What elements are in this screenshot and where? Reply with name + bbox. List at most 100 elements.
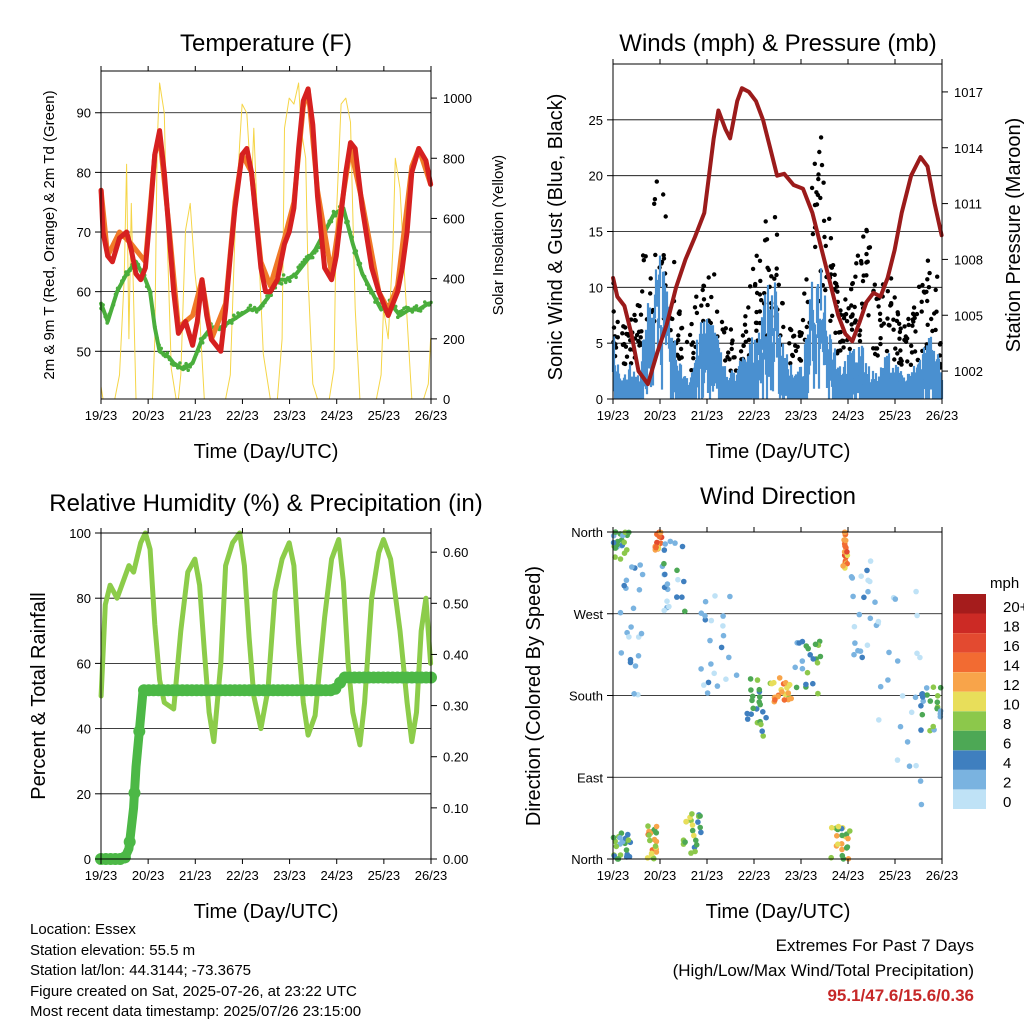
direction-point (701, 682, 707, 688)
dewpoint-point (254, 310, 259, 314)
gust-point (872, 282, 877, 287)
dewpoint-point (182, 364, 186, 369)
gust-point (741, 343, 746, 348)
direction-point (937, 684, 944, 691)
gust-point (892, 357, 897, 362)
legend-swatch (953, 652, 986, 673)
direction-point (674, 594, 680, 600)
direction-point (756, 686, 763, 693)
gust-point (694, 310, 700, 316)
direction-point (750, 705, 756, 712)
gust-point (898, 356, 903, 362)
gust-point (857, 338, 863, 344)
gust-point (823, 243, 828, 249)
temperature-x-ticks: 19/23 20/23 21/23 22/23 23/23 24/23 25/23 26/23 (85, 66, 447, 423)
direction-point (630, 605, 637, 612)
direction-point (918, 703, 924, 709)
direction-point (914, 650, 920, 657)
direction-point (864, 567, 870, 574)
direction-point (639, 571, 646, 578)
direction-point (629, 564, 635, 570)
humidity-ylabel-left: Percent & Total Rainfall (28, 592, 50, 800)
gust-point (750, 266, 756, 272)
direction-point (792, 664, 798, 671)
direction-point (812, 641, 819, 648)
direction-point (927, 698, 934, 704)
x-tick-label: 21/23 (179, 868, 212, 883)
winds-ylabel-left: Sonic Wind & Gust (Blue, Black) (545, 94, 567, 381)
dewpoint-point (109, 307, 114, 312)
gust-point (623, 344, 629, 349)
gust-point (895, 310, 900, 315)
direction-point (842, 537, 849, 544)
gust-point (894, 318, 900, 324)
dewpoint-point (354, 249, 359, 253)
gust-point (838, 308, 843, 313)
direction-point (648, 851, 655, 858)
x-tick-label: 21/23 (691, 408, 724, 423)
x-tick-label: 23/23 (785, 408, 818, 423)
rain-point (133, 725, 146, 738)
gust-point (910, 311, 916, 316)
dewpoint-point (167, 357, 172, 362)
dewpoint-point (360, 271, 365, 276)
y-tick-label: 1014 (954, 141, 983, 156)
gust-point (840, 338, 845, 343)
direction-point (930, 684, 937, 690)
dewpoint-point (302, 258, 307, 262)
dewpoint-point (101, 303, 105, 307)
legend-swatch (953, 769, 986, 790)
direction-point (744, 710, 750, 717)
direction-point (924, 692, 930, 698)
x-tick-label: 24/23 (832, 408, 865, 423)
y-tick-label: 25 (589, 113, 603, 128)
gust-point (648, 291, 653, 296)
direction-point (840, 563, 846, 569)
direction-point (779, 689, 785, 695)
gust-point (838, 329, 843, 335)
gust-point (620, 331, 625, 336)
direction-point (771, 679, 777, 686)
direction-point (733, 672, 740, 678)
dewpoint-point (298, 263, 303, 267)
dewpoint-point (205, 332, 209, 337)
direction-point (612, 545, 619, 551)
x-tick-label: 23/23 (785, 868, 818, 883)
gust-point (774, 232, 780, 237)
dewpoint-point (400, 309, 404, 313)
direction-point (646, 832, 652, 838)
gust-point (661, 256, 667, 261)
x-tick-label: 20/23 (644, 868, 677, 883)
dewpoint-point (346, 219, 350, 224)
gust-point (864, 227, 869, 233)
x-tick-label: 25/23 (879, 868, 912, 883)
legend-swatch (953, 730, 986, 751)
y-tick-label: 600 (443, 211, 465, 226)
dewpoint-point (165, 351, 170, 355)
gust-point (905, 336, 910, 341)
gust-point (849, 303, 854, 308)
direction-point (920, 698, 926, 704)
dewpoint-point (244, 309, 249, 314)
dewpoint-point (364, 282, 369, 287)
dewpoint-point (377, 302, 381, 306)
gust-point (652, 197, 658, 202)
gust-point (633, 318, 638, 323)
direction-point (617, 835, 623, 841)
gust-point (874, 346, 880, 351)
winds-right-ticks: 1002 1005 1008 1011 1014 1017 (942, 85, 983, 379)
dewpoint-point (292, 272, 296, 277)
direction-point (799, 638, 806, 645)
direction-point (625, 837, 632, 843)
direction-point (674, 567, 680, 574)
direction-point (892, 596, 899, 602)
y-tick-label: 200 (443, 332, 465, 347)
gust-point (872, 351, 878, 357)
gust-point (705, 302, 710, 308)
legend-label: 14 (1003, 657, 1020, 674)
gust-point (653, 252, 658, 258)
direction-point (675, 576, 681, 583)
direction-point (702, 617, 709, 623)
gust-point (746, 337, 752, 342)
